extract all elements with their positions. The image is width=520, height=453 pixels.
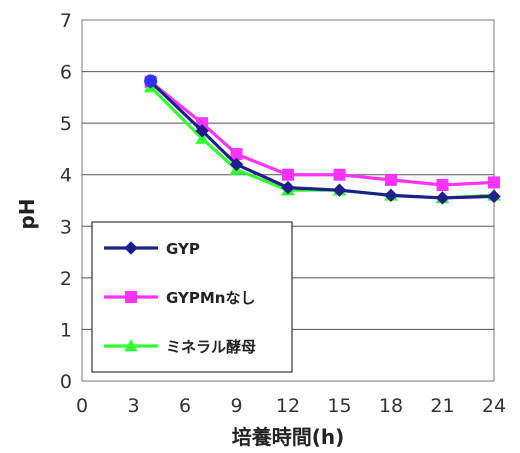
data-point-1-6: [436, 179, 449, 192]
data-point-0-2: [229, 157, 244, 172]
legend-label-2: ミネラル酵母: [166, 338, 256, 356]
series-layer: [143, 74, 501, 205]
legend-item-0: GYP: [104, 240, 200, 258]
data-point-0-4: [332, 183, 347, 197]
data-point-0-6: [435, 191, 450, 205]
legend-marker-0: [124, 241, 138, 255]
x-tick-label: 18: [379, 395, 403, 417]
y-tick-label: 7: [60, 10, 72, 32]
x-tick-label: 15: [327, 395, 351, 417]
data-point-1-4: [333, 168, 346, 181]
data-point-0-3: [281, 180, 295, 195]
y-tick-label: 6: [60, 62, 72, 84]
x-tick-label: 0: [76, 395, 88, 417]
y-tick-label: 1: [60, 319, 72, 341]
x-tick-label: 12: [276, 395, 300, 417]
legend-label-0: GYP: [166, 240, 200, 258]
extra-data-point: [144, 74, 158, 88]
series-0: [143, 75, 501, 205]
legend-marker-1: [125, 291, 137, 303]
y-tick-labels: 0 1 2 3 4 5 6 7: [60, 10, 72, 393]
x-tick-label: 6: [179, 395, 191, 417]
data-point-1-7: [488, 176, 500, 189]
legend-label-1: GYPMnなし: [166, 289, 255, 307]
x-tick-label: 21: [430, 395, 454, 417]
y-tick-label: 2: [60, 268, 72, 290]
data-point-2-1: [195, 131, 210, 144]
y-tick-label: 0: [60, 371, 72, 393]
data-point-1-5: [385, 173, 397, 186]
legend-item-2: ミネラル酵母: [104, 338, 256, 356]
legend-marker-2: [124, 338, 138, 352]
legend-item-1: GYPMnなし: [104, 289, 255, 307]
x-axis-title: 培養時間(h): [232, 425, 345, 449]
series-line-0: [149, 80, 495, 200]
x-tick-label: 9: [230, 395, 242, 417]
data-point-1-3: [282, 168, 294, 181]
data-point-0-7: [487, 189, 501, 204]
x-tick-label: 3: [127, 395, 139, 417]
data-point-0-1: [195, 124, 209, 138]
y-axis-title: pH: [15, 198, 39, 229]
x-tick-label: 24: [482, 395, 506, 417]
x-tick-labels: 0 3 6 9 12 15 18 21 24: [76, 395, 506, 417]
data-point-0-5: [384, 188, 398, 203]
y-tick-label: 3: [60, 216, 72, 238]
y-tick-label: 5: [60, 113, 72, 135]
y-tick-label: 4: [60, 165, 72, 187]
